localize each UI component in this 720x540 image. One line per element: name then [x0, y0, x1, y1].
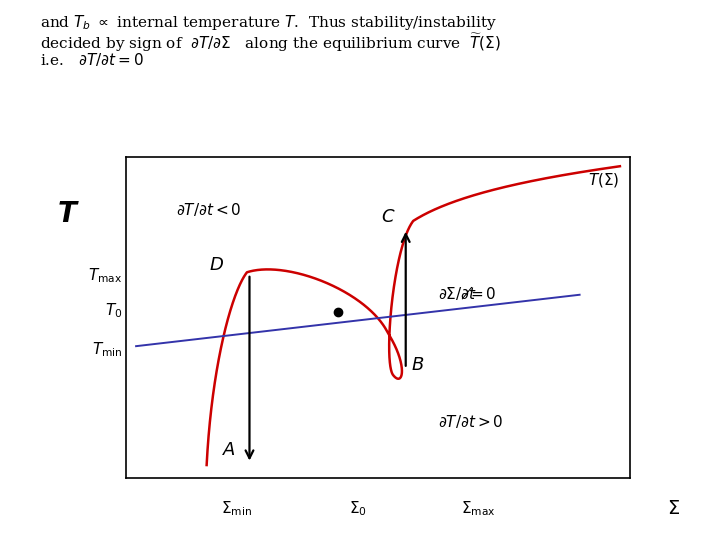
Text: $\partial T / \partial t > 0$: $\partial T / \partial t > 0$: [438, 413, 504, 430]
Text: $\partial\Sigma / \partial t \!\not\!\!= 0$: $\partial\Sigma / \partial t \!\not\!\!=…: [438, 284, 497, 302]
Text: i.e.   $\partial T / \partial t = 0$: i.e. $\partial T / \partial t = 0$: [40, 51, 143, 68]
Text: $\Sigma_{\mathrm{max}}$: $\Sigma_{\mathrm{max}}$: [462, 500, 496, 518]
Text: $\Sigma_0$: $\Sigma_0$: [349, 500, 366, 518]
Text: $\mathit{A}$: $\mathit{A}$: [222, 441, 236, 458]
Text: $\mathit{D}$: $\mathit{D}$: [210, 256, 225, 274]
Text: $\Sigma$: $\Sigma$: [667, 500, 680, 517]
Text: $T_{\mathrm{max}}$: $T_{\mathrm{max}}$: [89, 266, 122, 285]
Text: $\mathit{C}$: $\mathit{C}$: [381, 208, 396, 226]
Text: decided by sign of  $\partial T / \partial \Sigma$   along the equilibrium curve: decided by sign of $\partial T / \partia…: [40, 31, 500, 54]
Text: $T(\Sigma)$: $T(\Sigma)$: [588, 171, 620, 189]
Text: $\Sigma_{\mathrm{min}}$: $\Sigma_{\mathrm{min}}$: [221, 500, 253, 518]
Text: and $T_b$ $\propto$ internal temperature $T$.  Thus stability/instability: and $T_b$ $\propto$ internal temperature…: [40, 14, 496, 32]
Text: $\boldsymbol{T}$: $\boldsymbol{T}$: [57, 201, 80, 228]
Text: $T_{\mathrm{min}}$: $T_{\mathrm{min}}$: [92, 340, 122, 359]
Text: $T_0$: $T_0$: [105, 301, 122, 320]
Text: $\partial T / \partial t < 0$: $\partial T / \partial t < 0$: [176, 201, 242, 218]
Text: $\mathit{B}$: $\mathit{B}$: [410, 356, 424, 374]
